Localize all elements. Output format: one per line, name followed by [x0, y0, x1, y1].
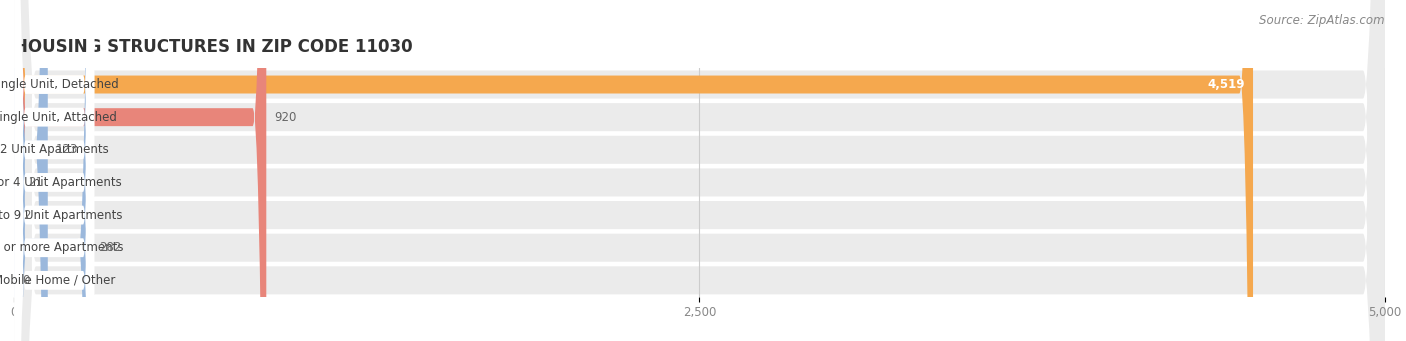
Text: 21: 21 [28, 176, 44, 189]
FancyBboxPatch shape [1, 0, 28, 341]
FancyBboxPatch shape [14, 0, 94, 341]
Text: 5 to 9 Unit Apartments: 5 to 9 Unit Apartments [0, 209, 122, 222]
Text: 2: 2 [22, 209, 31, 222]
FancyBboxPatch shape [14, 0, 1385, 341]
Text: Source: ZipAtlas.com: Source: ZipAtlas.com [1260, 14, 1385, 27]
FancyBboxPatch shape [14, 0, 1385, 341]
FancyBboxPatch shape [14, 0, 94, 341]
FancyBboxPatch shape [14, 0, 94, 341]
FancyBboxPatch shape [14, 0, 1385, 341]
FancyBboxPatch shape [14, 0, 1385, 341]
FancyBboxPatch shape [14, 0, 94, 341]
FancyBboxPatch shape [14, 0, 1385, 341]
Text: 10 or more Apartments: 10 or more Apartments [0, 241, 124, 254]
FancyBboxPatch shape [14, 0, 48, 341]
Text: HOUSING STRUCTURES IN ZIP CODE 11030: HOUSING STRUCTURES IN ZIP CODE 11030 [14, 39, 413, 57]
FancyBboxPatch shape [14, 0, 91, 341]
FancyBboxPatch shape [14, 0, 266, 341]
Text: 3 or 4 Unit Apartments: 3 or 4 Unit Apartments [0, 176, 122, 189]
Text: 2 Unit Apartments: 2 Unit Apartments [0, 143, 108, 156]
FancyBboxPatch shape [6, 0, 28, 341]
FancyBboxPatch shape [14, 0, 94, 341]
FancyBboxPatch shape [14, 0, 1385, 341]
Text: 123: 123 [56, 143, 79, 156]
Text: 282: 282 [100, 241, 122, 254]
FancyBboxPatch shape [14, 0, 1253, 341]
FancyBboxPatch shape [14, 0, 94, 341]
FancyBboxPatch shape [14, 0, 94, 341]
FancyBboxPatch shape [14, 0, 1385, 341]
Text: Single Unit, Attached: Single Unit, Attached [0, 111, 117, 124]
Text: 0: 0 [22, 274, 30, 287]
Text: 920: 920 [274, 111, 297, 124]
Text: Mobile Home / Other: Mobile Home / Other [0, 274, 115, 287]
Text: 4,519: 4,519 [1208, 78, 1244, 91]
Text: Single Unit, Detached: Single Unit, Detached [0, 78, 118, 91]
